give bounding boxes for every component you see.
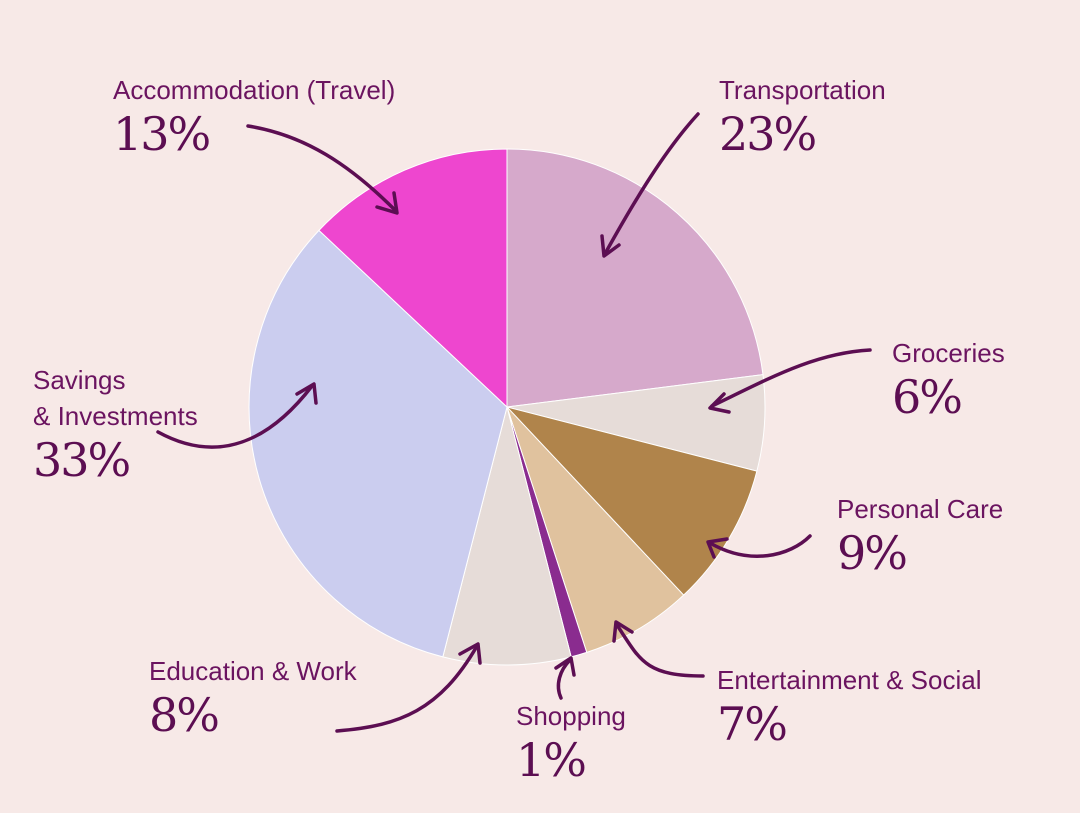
arrow-groceries xyxy=(710,348,872,408)
arrow-savings-head xyxy=(295,382,318,405)
pie-slice-personal-care xyxy=(505,406,758,596)
slice-name: Entertainment & Social xyxy=(717,665,982,695)
arrow-shopping xyxy=(556,658,572,700)
arrow-transportation xyxy=(604,112,700,254)
arrow-savings xyxy=(156,384,314,449)
slice-label-personal-care: Personal Care 9% xyxy=(837,491,1003,579)
slice-percent: 9% xyxy=(837,526,908,580)
arrow-education-head xyxy=(458,642,482,665)
slice-percent: 33% xyxy=(33,433,131,487)
slice-percent: 13% xyxy=(113,107,211,161)
slice-name: Accommodation (Travel) xyxy=(113,75,396,105)
slice-percent: 7% xyxy=(717,697,788,751)
arrow-accommodation-head xyxy=(375,191,399,215)
pie-slice-education-work xyxy=(442,406,572,666)
arrow-groceries-head xyxy=(708,392,731,414)
slice-name: Personal Care xyxy=(837,494,1004,524)
arrow-education xyxy=(335,644,479,733)
slice-name: Education & Work xyxy=(149,656,357,686)
arrow-entertainment xyxy=(615,623,705,678)
slice-name: Savings xyxy=(33,365,126,395)
arrow-transportation-head xyxy=(600,234,621,258)
slice-label-savings: Savings & Investments 33% xyxy=(33,362,198,486)
slice-percent: 8% xyxy=(149,688,220,742)
arrow-personal-care xyxy=(708,534,812,558)
pie-slice-entertainment-social xyxy=(506,406,685,654)
arrow-entertainment-head xyxy=(612,620,634,643)
slice-label-transportation: Transportation 23% xyxy=(719,72,886,160)
slice-percent: 23% xyxy=(719,107,817,161)
slice-name: Shopping xyxy=(516,701,626,731)
slice-label-shopping: Shopping 1% xyxy=(516,698,626,786)
slice-percent: 6% xyxy=(892,370,963,424)
slice-name-line2: & Investments xyxy=(33,401,198,431)
pie-slice-accommodation-travel xyxy=(318,148,508,409)
slice-name: Transportation xyxy=(719,75,886,105)
slice-label-groceries: Groceries 6% xyxy=(892,335,1005,423)
pie-slice-transportation xyxy=(506,148,764,408)
slice-name: Groceries xyxy=(892,338,1005,368)
slice-label-entertainment: Entertainment & Social 7% xyxy=(717,662,981,750)
arrow-accommodation xyxy=(246,124,398,213)
arrow-shopping-head xyxy=(554,656,576,677)
pie-slice-savings xyxy=(248,229,508,658)
arrow-personal-care-head xyxy=(706,537,729,559)
slice-percent: 1% xyxy=(516,733,587,787)
slice-label-accommodation: Accommodation (Travel) 13% xyxy=(113,72,395,160)
slice-label-education: Education & Work 8% xyxy=(149,653,357,741)
